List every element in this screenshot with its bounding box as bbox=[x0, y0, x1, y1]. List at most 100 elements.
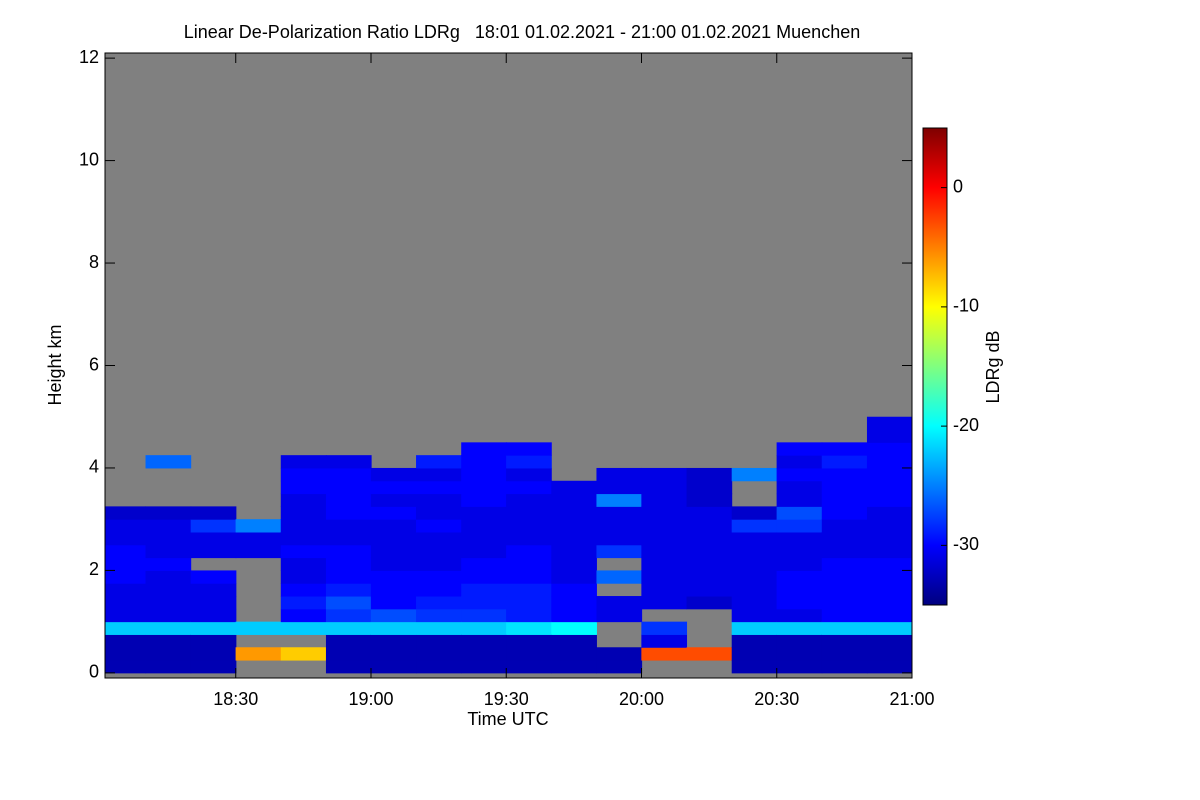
cell bbox=[776, 480, 823, 495]
cell bbox=[551, 608, 597, 623]
cell bbox=[105, 621, 147, 635]
cell bbox=[866, 416, 912, 431]
cell bbox=[105, 608, 147, 623]
cell bbox=[551, 570, 597, 584]
cell bbox=[641, 557, 688, 571]
cell bbox=[821, 531, 868, 546]
cell bbox=[280, 467, 327, 482]
cell bbox=[325, 596, 372, 610]
cell bbox=[145, 596, 192, 610]
cell bbox=[821, 455, 868, 469]
x-axis-label: Time UTC bbox=[467, 709, 548, 729]
cell bbox=[731, 634, 778, 648]
cell bbox=[370, 660, 417, 674]
cell bbox=[596, 647, 643, 661]
cell bbox=[641, 621, 688, 635]
cell bbox=[235, 531, 282, 546]
colorbar-tick-label: 0 bbox=[953, 176, 963, 196]
cell bbox=[821, 608, 868, 623]
y-tick-label: 4 bbox=[89, 457, 99, 477]
cell bbox=[776, 531, 823, 546]
cell bbox=[821, 570, 868, 584]
cell bbox=[776, 583, 823, 597]
y-axis-label: Height km bbox=[45, 324, 65, 405]
cell bbox=[866, 647, 912, 661]
cell bbox=[145, 660, 192, 674]
cell bbox=[235, 647, 282, 661]
cell bbox=[325, 531, 372, 546]
cell bbox=[416, 531, 462, 546]
cell bbox=[776, 506, 823, 520]
cell bbox=[370, 621, 417, 635]
cell bbox=[506, 660, 552, 674]
x-tick-label: 20:30 bbox=[754, 689, 799, 709]
cell bbox=[551, 557, 597, 571]
cell bbox=[551, 660, 597, 674]
cell bbox=[416, 467, 462, 482]
cell bbox=[325, 634, 372, 648]
cell bbox=[866, 429, 912, 443]
cell bbox=[280, 596, 327, 610]
cell bbox=[461, 544, 507, 559]
cell bbox=[866, 570, 912, 584]
cell bbox=[280, 544, 327, 559]
cell bbox=[105, 531, 147, 546]
cell bbox=[731, 583, 778, 597]
cell bbox=[105, 570, 147, 584]
cell bbox=[325, 557, 372, 571]
cell bbox=[866, 531, 912, 546]
cell bbox=[416, 557, 462, 571]
cell bbox=[866, 506, 912, 520]
cell bbox=[370, 531, 417, 546]
cell bbox=[416, 544, 462, 559]
cell bbox=[145, 455, 192, 469]
cell bbox=[596, 519, 643, 533]
cell bbox=[190, 596, 237, 610]
cell bbox=[506, 570, 552, 584]
cell bbox=[821, 467, 868, 482]
cell bbox=[866, 596, 912, 610]
cell bbox=[821, 519, 868, 533]
cell bbox=[190, 621, 237, 635]
cell bbox=[325, 467, 372, 482]
cell bbox=[105, 583, 147, 597]
cell bbox=[686, 570, 733, 584]
cell bbox=[105, 544, 147, 559]
cell bbox=[551, 621, 597, 635]
y-tick-label: 8 bbox=[89, 252, 99, 272]
cell bbox=[731, 506, 778, 520]
cell bbox=[641, 634, 688, 648]
cell bbox=[551, 519, 597, 533]
cell bbox=[641, 480, 688, 495]
cell bbox=[461, 634, 507, 648]
cell bbox=[370, 519, 417, 533]
cell bbox=[145, 621, 192, 635]
cell bbox=[280, 480, 327, 495]
cell bbox=[551, 583, 597, 597]
cell bbox=[731, 647, 778, 661]
cell bbox=[506, 480, 552, 495]
cell bbox=[416, 634, 462, 648]
colorbar-label: LDRg dB bbox=[983, 330, 1003, 403]
cell bbox=[866, 634, 912, 648]
cell bbox=[461, 531, 507, 546]
cell bbox=[461, 660, 507, 674]
cell bbox=[325, 647, 372, 661]
cell bbox=[776, 634, 823, 648]
cell bbox=[370, 480, 417, 495]
cell bbox=[731, 531, 778, 546]
cell bbox=[731, 621, 778, 635]
y-tick-label: 12 bbox=[79, 47, 99, 67]
cell bbox=[551, 647, 597, 661]
cell bbox=[145, 506, 192, 520]
colorbar-tick-label: -10 bbox=[953, 296, 979, 316]
colorbar bbox=[922, 127, 948, 606]
cell bbox=[145, 531, 192, 546]
cell bbox=[596, 493, 643, 507]
cell bbox=[506, 647, 552, 661]
cell bbox=[145, 634, 192, 648]
cell bbox=[641, 531, 688, 546]
cell bbox=[105, 506, 147, 520]
cell bbox=[370, 506, 417, 520]
